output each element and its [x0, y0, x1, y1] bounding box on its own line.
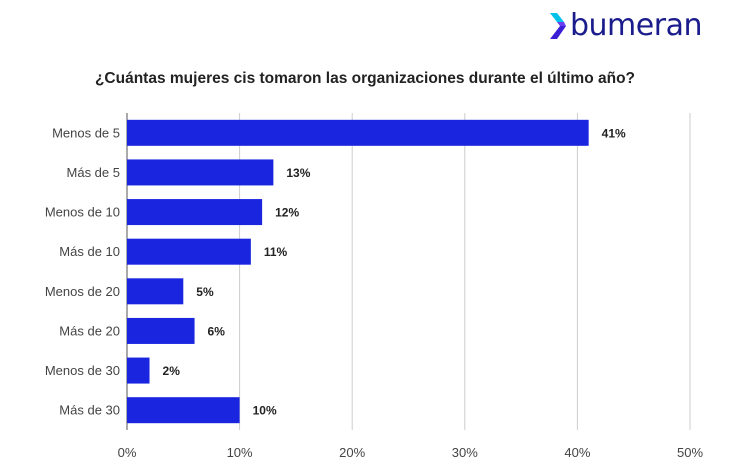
value-label: 2% — [163, 364, 181, 378]
bar — [127, 317, 195, 344]
bar — [127, 199, 263, 226]
bar — [127, 159, 274, 186]
x-tick-label: 30% — [452, 445, 478, 460]
category-label: Más de 30 — [59, 403, 120, 418]
category-label: Menos de 5 — [52, 125, 120, 140]
value-label: 11% — [264, 245, 288, 259]
brand-logo: bumeran — [548, 8, 702, 44]
category-label: Menos de 30 — [45, 363, 120, 378]
bar — [127, 238, 251, 265]
value-label: 6% — [208, 324, 226, 338]
brand-name: bumeran — [570, 8, 702, 43]
x-tick-label: 50% — [677, 445, 703, 460]
value-label: 41% — [602, 126, 626, 140]
category-label: Más de 10 — [59, 244, 120, 259]
x-tick-label: 20% — [339, 445, 365, 460]
bar — [127, 357, 150, 384]
category-label: Menos de 20 — [45, 284, 120, 299]
chevron-arrow-icon — [550, 13, 566, 39]
bar — [127, 397, 240, 424]
x-tick-label: 10% — [227, 445, 253, 460]
chart-title: ¿Cuántas mujeres cis tomaron las organiz… — [94, 70, 636, 87]
value-label: 13% — [286, 166, 310, 180]
x-tick-label: 0% — [118, 445, 137, 460]
category-label: Más de 20 — [59, 323, 120, 338]
category-label: Más de 5 — [67, 165, 120, 180]
x-tick-label: 40% — [564, 445, 590, 460]
value-label: 10% — [253, 404, 277, 418]
bar — [127, 278, 184, 305]
category-label: Menos de 10 — [45, 205, 120, 220]
bar — [127, 119, 589, 146]
value-label: 12% — [275, 206, 299, 220]
value-label: 5% — [196, 285, 214, 299]
